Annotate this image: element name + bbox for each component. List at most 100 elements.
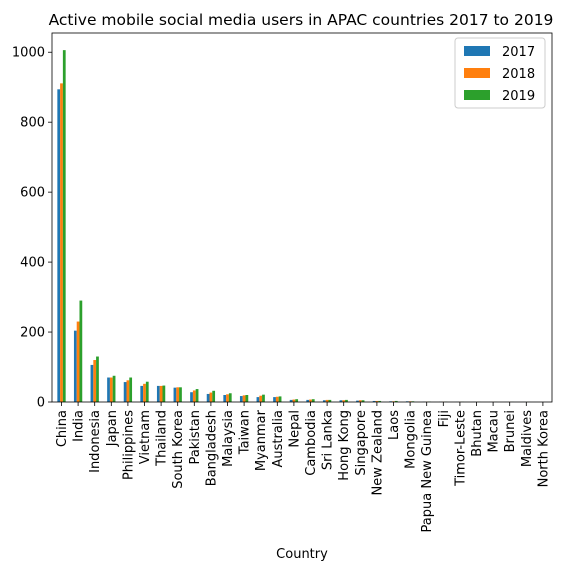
x-tick-label: Maldives (520, 410, 535, 467)
bar-2019-singapore (361, 400, 365, 402)
x-tick-label: Sri Lanka (321, 410, 336, 470)
plot-frame (51, 32, 553, 403)
x-tick-label: Taiwan (238, 410, 253, 455)
bar-2019-new-zealand (378, 400, 382, 402)
bar-2017-cambodia (306, 399, 310, 402)
x-tick-label: Philippines (121, 410, 136, 480)
bar-2018-sri-lanka (325, 399, 329, 402)
x-tick-label: New Zealand (370, 410, 385, 495)
bar-2017-nepal (289, 399, 293, 402)
bar-2018-south-korea (176, 387, 180, 402)
x-tick-label: Cambodia (304, 410, 319, 476)
x-tick-label: Singapore (354, 410, 369, 476)
y-tick-label: 600 (20, 186, 45, 201)
y-tick-label: 800 (20, 116, 45, 131)
bar-2019-nepal (295, 399, 299, 402)
bar-2019-cambodia (311, 399, 315, 402)
bar-2019-japan (112, 375, 116, 402)
bar-2017-malaysia (223, 395, 227, 402)
bar-2018-hong-kong (342, 400, 346, 402)
x-axis: China India Indonesia Japan Philippines Vietn… (55, 402, 551, 532)
bar-2017-new-zealand (372, 400, 376, 402)
bar-2017-bangladesh (206, 393, 210, 402)
y-tick-label: 1000 (12, 46, 45, 61)
x-tick-label: North Korea (536, 410, 551, 487)
bar-2018-cambodia (309, 399, 312, 402)
x-tick-label: Malaysia (221, 410, 236, 467)
x-tick-label: Brunei (503, 410, 518, 452)
bar-2018-thailand (159, 385, 163, 402)
bar-2017-vietnam (140, 385, 144, 402)
bar-2019-philippines (129, 377, 133, 402)
bar-2017-myanmar (256, 397, 260, 402)
bar-2019-indonesia (96, 356, 99, 402)
bar-2017-philippines (123, 382, 127, 402)
bar-2018-pakistan (192, 390, 196, 402)
bar-2018-singapore (358, 400, 362, 402)
bar-2019-south-korea (179, 387, 182, 402)
y-tick-label: 0 (37, 396, 45, 411)
bar-2019-india (79, 300, 83, 402)
x-tick-label: Bhutan (470, 410, 485, 457)
bar-2018-vietnam (143, 383, 146, 402)
legend-swatch-2018 (464, 68, 490, 78)
bar-2017-china (57, 89, 61, 402)
bar-2018-malaysia (226, 394, 229, 402)
bar-2017-south-korea (173, 387, 177, 402)
bar-2018-indonesia (93, 360, 97, 402)
x-tick-label: South Korea (171, 410, 186, 489)
bar-2017-singapore (356, 400, 359, 402)
x-tick-label: Myanmar (254, 409, 269, 471)
x-tick-label: Hong Kong (337, 410, 352, 481)
bar-2018-china (60, 83, 63, 402)
bar-2019-laos (394, 400, 398, 402)
bar-2017-australia (273, 397, 276, 402)
bar-2017-japan (107, 377, 110, 402)
bar-2018-philippines (126, 380, 130, 402)
bar-2018-australia (275, 396, 279, 402)
x-tick-label: Vietnam (138, 410, 153, 464)
bar-2017-hong-kong (339, 400, 343, 402)
legend-swatch-2019 (464, 90, 490, 100)
bar-2018-japan (109, 377, 113, 402)
bar-2019-thailand (162, 385, 166, 402)
bar-2017-pakistan (190, 392, 193, 402)
bar-2019-sri-lanka (328, 399, 332, 402)
bar-2018-new-zealand (375, 400, 379, 402)
x-axis-label: Country (276, 547, 328, 562)
y-tick-label: 200 (20, 326, 45, 341)
x-tick-label: Indonesia (88, 410, 103, 473)
x-tick-label: Australia (271, 410, 286, 468)
bar-2019-pakistan (195, 389, 199, 402)
x-tick-label: Pakistan (188, 410, 203, 464)
x-tick-label: Timor-Leste (453, 410, 468, 487)
bar-2017-sri-lanka (322, 400, 326, 402)
bar-2017-thailand (156, 385, 160, 402)
x-tick-label: Nepal (287, 410, 302, 448)
bar-2018-nepal (292, 399, 296, 402)
bar-2019-myanmar (262, 394, 265, 402)
bar-2019-australia (278, 396, 282, 402)
y-axis: 0 200 400 600 800 1000 (12, 46, 52, 411)
legend: 2017 2018 2019 (454, 37, 546, 109)
legend-label-2018: 2018 (502, 67, 535, 82)
bar-2017-india (73, 330, 77, 402)
bar-2019-vietnam (145, 381, 149, 402)
bar-2019-bangladesh (212, 390, 216, 402)
x-tick-label: Macau (487, 410, 502, 453)
chart-title: Active mobile social media users in APAC… (49, 11, 554, 29)
bar-2019-china (62, 50, 66, 402)
bar-2017-taiwan (239, 396, 243, 402)
bar-2018-bangladesh (209, 392, 213, 402)
bar-group (57, 50, 531, 402)
x-tick-label: Mongolia (404, 410, 419, 469)
x-tick-label: Papua New Guinea (420, 410, 435, 532)
bar-2017-indonesia (90, 364, 94, 402)
bar-2019-hong-kong (345, 399, 348, 402)
x-tick-label: India (72, 410, 87, 442)
legend-label-2019: 2019 (502, 89, 535, 104)
x-tick-label: Laos (387, 410, 402, 440)
bar-2018-myanmar (259, 395, 263, 402)
x-tick-label: Japan (105, 410, 120, 447)
